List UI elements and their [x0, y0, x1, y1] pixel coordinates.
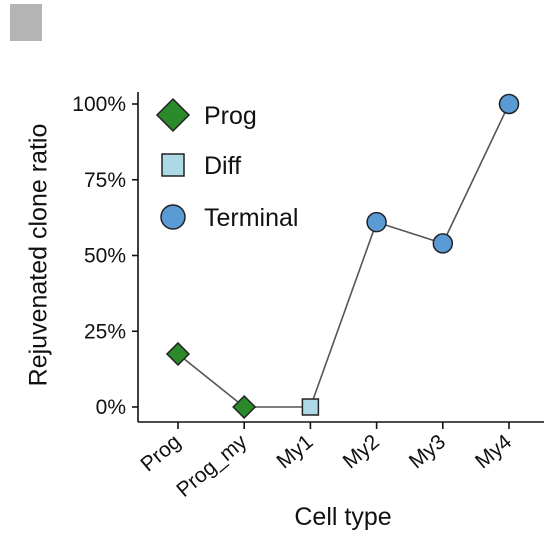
axes — [137, 92, 544, 423]
data-point — [498, 93, 520, 115]
x-tick-label: Prog_my — [172, 430, 252, 502]
data-point — [232, 394, 257, 420]
x-axis-title: Cell type — [294, 503, 391, 531]
series — [165, 93, 520, 420]
y-tick-label: 100% — [72, 93, 126, 116]
data-point — [301, 398, 320, 416]
legend-label: Diff — [204, 152, 241, 180]
legend-marker — [160, 204, 186, 230]
y-tick-label: 0% — [96, 396, 126, 419]
legend-label: Prog — [204, 102, 257, 130]
legend-label: Terminal — [204, 204, 298, 232]
y-tick-label: 25% — [84, 320, 126, 343]
y-tick-label: 50% — [84, 245, 126, 268]
x-tick-label: Prog — [136, 430, 185, 476]
legend-marker — [155, 97, 191, 133]
panel-marker — [10, 4, 42, 41]
y-ticks: 0% 25% 50% 75% 100% — [72, 93, 138, 419]
x-tick-label: My3 — [405, 430, 450, 473]
data-point — [432, 233, 454, 254]
series-line — [177, 103, 510, 408]
data-point — [366, 211, 387, 233]
legend-marker — [161, 153, 185, 177]
x-tick-label: My2 — [339, 430, 384, 473]
x-tick-label: My1 — [272, 430, 317, 473]
data-point — [165, 341, 191, 367]
y-tick-label: 75% — [84, 169, 126, 192]
legend: Prog Diff Terminal — [155, 97, 298, 232]
x-tick-label: My4 — [471, 430, 516, 473]
y-axis-title: Rejuvenated clone ratio — [25, 124, 53, 387]
